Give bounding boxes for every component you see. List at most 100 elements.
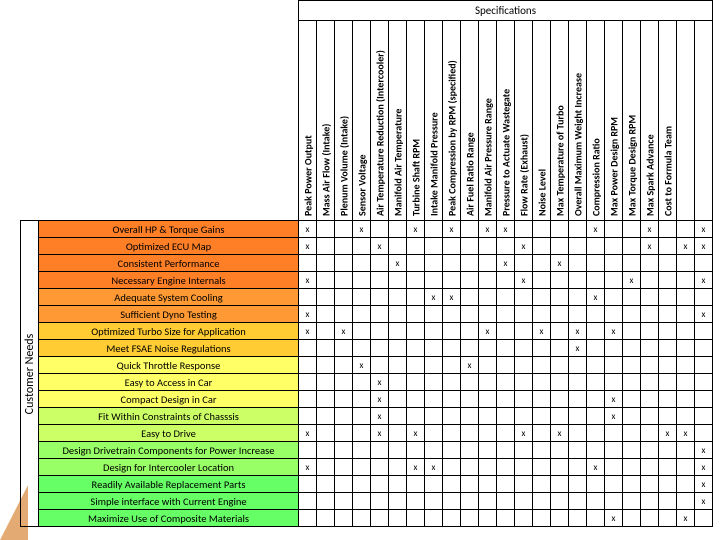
matrix-cell — [353, 510, 371, 527]
spec-col-header — [677, 21, 695, 221]
matrix-cell — [551, 442, 569, 459]
matrix-cell — [515, 442, 533, 459]
matrix-cell — [407, 340, 425, 357]
matrix-cell — [587, 323, 605, 340]
spec-col-header: Manifold Air Pressure Range — [479, 21, 497, 221]
matrix-cell — [461, 289, 479, 306]
matrix-cell — [335, 391, 353, 408]
matrix-cell — [569, 238, 587, 255]
matrix-cell: x — [407, 425, 425, 442]
matrix-cell — [461, 510, 479, 527]
matrix-cell — [533, 476, 551, 493]
spec-col-header: Noise Level — [533, 21, 551, 221]
matrix-cell — [641, 510, 659, 527]
matrix-cell: x — [335, 323, 353, 340]
spec-col-header: Max Power Design RPM — [605, 21, 623, 221]
matrix-cell — [461, 408, 479, 425]
matrix-cell — [551, 493, 569, 510]
matrix-cell — [371, 255, 389, 272]
matrix-cell — [317, 493, 335, 510]
matrix-cell — [515, 255, 533, 272]
matrix-cell — [389, 221, 407, 238]
matrix-cell — [515, 408, 533, 425]
matrix-cell — [623, 459, 641, 476]
matrix-cell — [623, 493, 641, 510]
spec-col-header: Cost to Formula Team — [659, 21, 677, 221]
matrix-cell — [479, 340, 497, 357]
matrix-cell — [335, 289, 353, 306]
matrix-cell — [551, 510, 569, 527]
matrix-cell — [389, 459, 407, 476]
matrix-cell — [497, 238, 515, 255]
matrix-cell: x — [353, 221, 371, 238]
need-row: Compact Design in Carxx — [21, 391, 713, 408]
matrix-cell — [695, 340, 713, 357]
matrix-cell — [371, 340, 389, 357]
matrix-cell: x — [497, 221, 515, 238]
matrix-cell — [407, 476, 425, 493]
matrix-cell — [443, 255, 461, 272]
matrix-cell — [407, 510, 425, 527]
matrix-cell — [569, 493, 587, 510]
matrix-cell — [425, 493, 443, 510]
need-label: Fit Within Constraints of Chasssis — [39, 408, 299, 425]
matrix-cell — [317, 425, 335, 442]
matrix-cell — [641, 408, 659, 425]
customer-needs-label: Customer Needs — [23, 333, 37, 414]
matrix-cell — [641, 391, 659, 408]
matrix-cell — [533, 425, 551, 442]
matrix-cell: x — [587, 459, 605, 476]
spec-col-header: Peak Power Output — [299, 21, 317, 221]
matrix-cell — [659, 340, 677, 357]
matrix-cell — [353, 391, 371, 408]
matrix-cell — [659, 221, 677, 238]
spec-col-header: Flow Rate (Exhaust) — [515, 21, 533, 221]
matrix-cell — [623, 289, 641, 306]
spec-col-header — [695, 21, 713, 221]
matrix-cell: x — [641, 221, 659, 238]
matrix-cell — [425, 510, 443, 527]
matrix-cell — [389, 323, 407, 340]
matrix-cell — [587, 357, 605, 374]
need-label: Overall HP & Torque Gains — [39, 221, 299, 238]
need-label: Optimized ECU Map — [39, 238, 299, 255]
matrix-cell — [551, 221, 569, 238]
matrix-cell — [695, 510, 713, 527]
matrix-cell — [299, 255, 317, 272]
matrix-cell — [551, 340, 569, 357]
matrix-cell — [533, 238, 551, 255]
matrix-cell — [605, 459, 623, 476]
qfd-matrix: Specifications Peak Power OutputMass Air… — [20, 0, 713, 527]
matrix-cell: x — [407, 459, 425, 476]
matrix-cell — [479, 374, 497, 391]
matrix-cell — [623, 408, 641, 425]
spec-col-label: Air Temperature Reduction (Intercooler) — [373, 50, 386, 216]
spec-col-label: Max Power Design RPM — [607, 117, 620, 216]
matrix-cell: x — [479, 323, 497, 340]
need-label: Simple interface with Current Engine — [39, 493, 299, 510]
matrix-cell — [353, 238, 371, 255]
need-row: Easy to Access in Carx — [21, 374, 713, 391]
matrix-cell — [497, 323, 515, 340]
spec-col-label: Compression Ratio — [589, 138, 602, 216]
matrix-cell — [695, 391, 713, 408]
matrix-cell — [533, 493, 551, 510]
matrix-cell — [443, 374, 461, 391]
matrix-cell — [659, 255, 677, 272]
matrix-cell — [407, 442, 425, 459]
matrix-cell — [479, 391, 497, 408]
matrix-cell — [425, 391, 443, 408]
matrix-cell — [407, 391, 425, 408]
matrix-cell — [407, 357, 425, 374]
matrix-cell — [299, 289, 317, 306]
matrix-cell — [641, 306, 659, 323]
matrix-cell — [551, 357, 569, 374]
spec-col-label: Sensor Voltage — [355, 154, 368, 216]
matrix-cell — [623, 255, 641, 272]
matrix-cell — [389, 425, 407, 442]
matrix-cell — [623, 374, 641, 391]
matrix-cell — [659, 510, 677, 527]
spec-col-label: Max Temperature of Turbo — [553, 105, 566, 216]
matrix-cell — [497, 493, 515, 510]
matrix-cell — [335, 493, 353, 510]
